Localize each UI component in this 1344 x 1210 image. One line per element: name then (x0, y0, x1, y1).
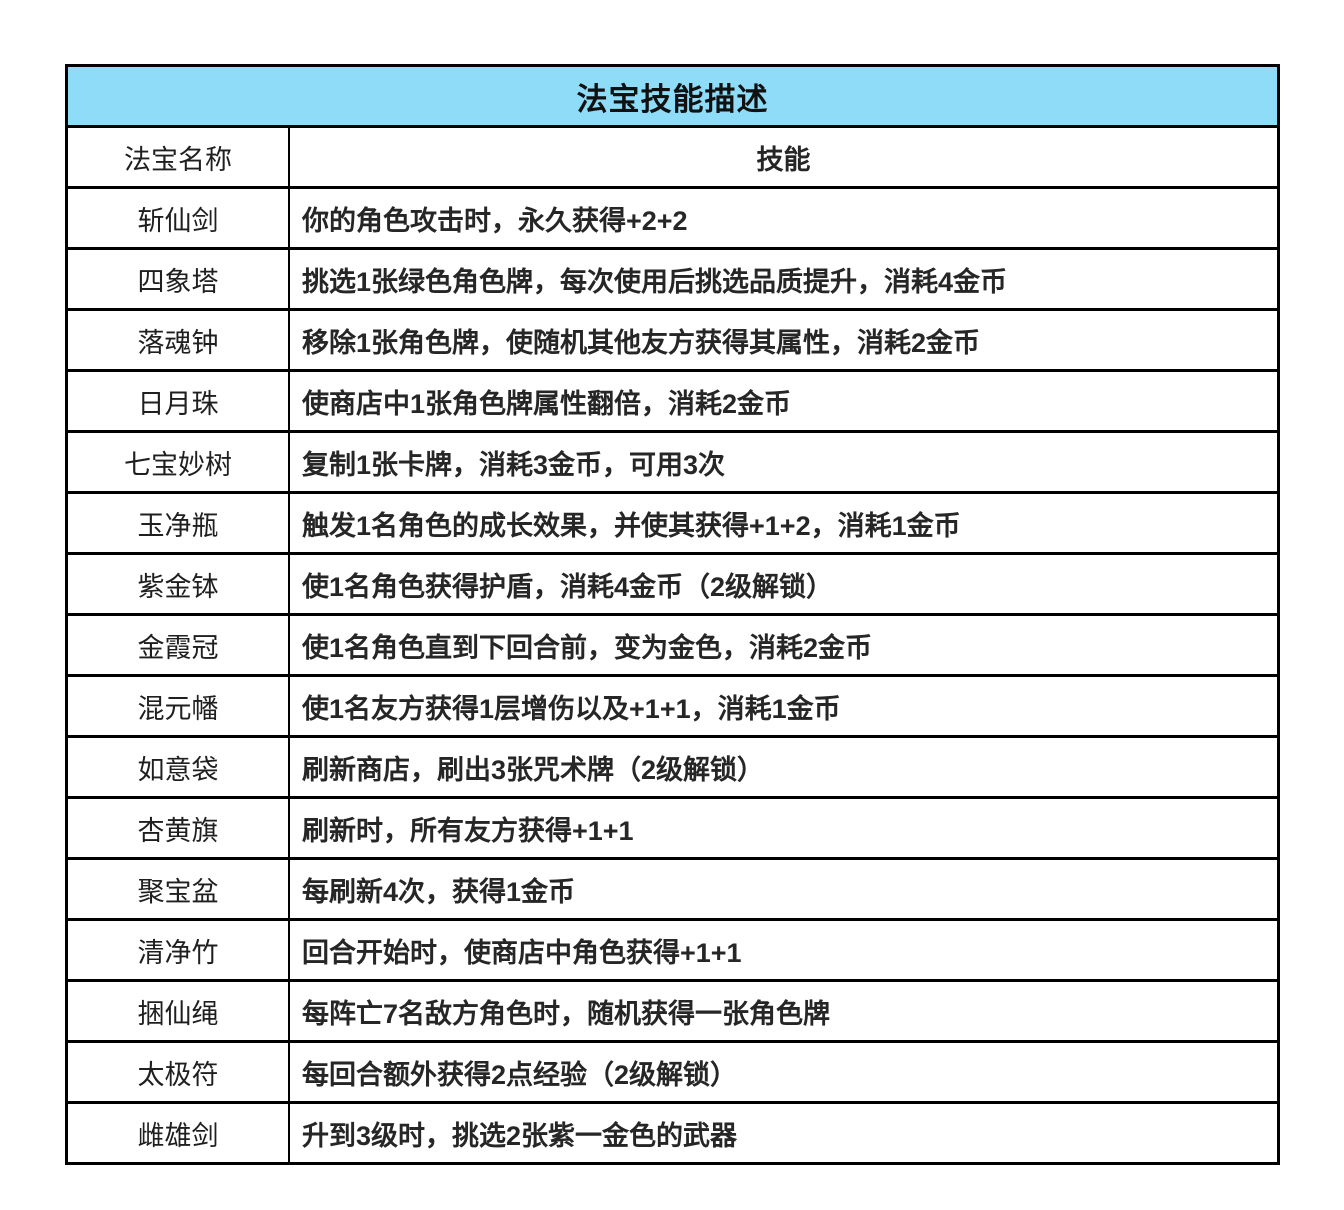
treasure-name: 如意袋 (137, 754, 219, 785)
column-header-treasure-name: 法宝名称 (124, 144, 232, 175)
treasure-name: 太极符 (137, 1059, 219, 1090)
table-body: 斩仙剑 你的角色攻击时，永久获得+2+2 四象塔 挑选1张绿色角色牌，每次使用后挑选品… (68, 189, 1277, 1162)
table-row: 落魂钟 移除1张角色牌，使随机其他友方获得其属性，消耗2金币 (68, 311, 1277, 372)
skill-description: 使商店中1张角色牌属性翻倍，消耗2金币 (288, 372, 1277, 430)
table-row: 清净竹 回合开始时，使商店中角色获得+1+1 (68, 921, 1277, 982)
treasure-name: 紫金钵 (137, 571, 219, 602)
table-row: 紫金钵 使1名角色获得护盾，消耗4金币（2级解锁） (68, 555, 1277, 616)
skill-description: 使1名友方获得1层增伤以及+1+1，消耗1金币 (288, 677, 1277, 735)
treasure-name: 日月珠 (137, 388, 219, 419)
treasure-name: 杏黄旗 (137, 815, 219, 846)
table-row: 雌雄剑 升到3级时，挑选2张紫一金色的武器 (68, 1104, 1277, 1162)
treasure-name: 聚宝盆 (137, 876, 219, 907)
treasure-name: 金霞冠 (137, 632, 219, 663)
treasure-name: 落魂钟 (137, 327, 219, 358)
skill-description: 复制1张卡牌，消耗3金币，可用3次 (288, 433, 1277, 491)
skill-description: 每回合额外获得2点经验（2级解锁） (288, 1043, 1277, 1101)
skill-description: 你的角色攻击时，永久获得+2+2 (288, 189, 1277, 247)
table-row: 日月珠 使商店中1张角色牌属性翻倍，消耗2金币 (68, 372, 1277, 433)
table-header-row: 法宝名称 技能 (68, 128, 1277, 189)
table-row: 四象塔 挑选1张绿色角色牌，每次使用后挑选品质提升，消耗4金币 (68, 250, 1277, 311)
treasure-name: 混元幡 (137, 693, 219, 724)
treasure-name: 清净竹 (137, 937, 219, 968)
column-header-skill: 技能 (288, 128, 1277, 186)
skill-description: 升到3级时，挑选2张紫一金色的武器 (288, 1104, 1277, 1162)
table-title: 法宝技能描述 (68, 67, 1277, 128)
table-row: 金霞冠 使1名角色直到下回合前，变为金色，消耗2金币 (68, 616, 1277, 677)
treasure-name: 七宝妙树 (124, 449, 232, 480)
table-row: 斩仙剑 你的角色攻击时，永久获得+2+2 (68, 189, 1277, 250)
table-row: 七宝妙树 复制1张卡牌，消耗3金币，可用3次 (68, 433, 1277, 494)
treasure-name: 雌雄剑 (137, 1120, 219, 1151)
treasure-name: 四象塔 (137, 266, 219, 297)
skill-description: 刷新商店，刷出3张咒术牌（2级解锁） (288, 738, 1277, 796)
skill-description: 刷新时，所有友方获得+1+1 (288, 799, 1277, 857)
table-row: 捆仙绳 每阵亡7名敌方角色时，随机获得一张角色牌 (68, 982, 1277, 1043)
skill-description: 使1名角色获得护盾，消耗4金币（2级解锁） (288, 555, 1277, 613)
skill-description: 挑选1张绿色角色牌，每次使用后挑选品质提升，消耗4金币 (288, 250, 1277, 308)
treasure-name: 斩仙剑 (137, 205, 219, 236)
treasure-name: 捆仙绳 (137, 998, 219, 1029)
skill-description: 回合开始时，使商店中角色获得+1+1 (288, 921, 1277, 979)
skill-description: 每阵亡7名敌方角色时，随机获得一张角色牌 (288, 982, 1277, 1040)
table-row: 玉净瓶 触发1名角色的成长效果，并使其获得+1+2，消耗1金币 (68, 494, 1277, 555)
skill-description: 移除1张角色牌，使随机其他友方获得其属性，消耗2金币 (288, 311, 1277, 369)
skill-description: 使1名角色直到下回合前，变为金色，消耗2金币 (288, 616, 1277, 674)
treasure-name: 玉净瓶 (137, 510, 219, 541)
table-row: 混元幡 使1名友方获得1层增伤以及+1+1，消耗1金币 (68, 677, 1277, 738)
table-row: 如意袋 刷新商店，刷出3张咒术牌（2级解锁） (68, 738, 1277, 799)
table-row: 杏黄旗 刷新时，所有友方获得+1+1 (68, 799, 1277, 860)
table-row: 聚宝盆 每刷新4次，获得1金币 (68, 860, 1277, 921)
table-row: 太极符 每回合额外获得2点经验（2级解锁） (68, 1043, 1277, 1104)
treasure-skill-table: 法宝技能描述 法宝名称 技能 斩仙剑 你的角色攻击时，永久获得+2+2 四象塔 挑选1… (65, 64, 1280, 1165)
skill-description: 触发1名角色的成长效果，并使其获得+1+2，消耗1金币 (288, 494, 1277, 552)
skill-description: 每刷新4次，获得1金币 (288, 860, 1277, 918)
